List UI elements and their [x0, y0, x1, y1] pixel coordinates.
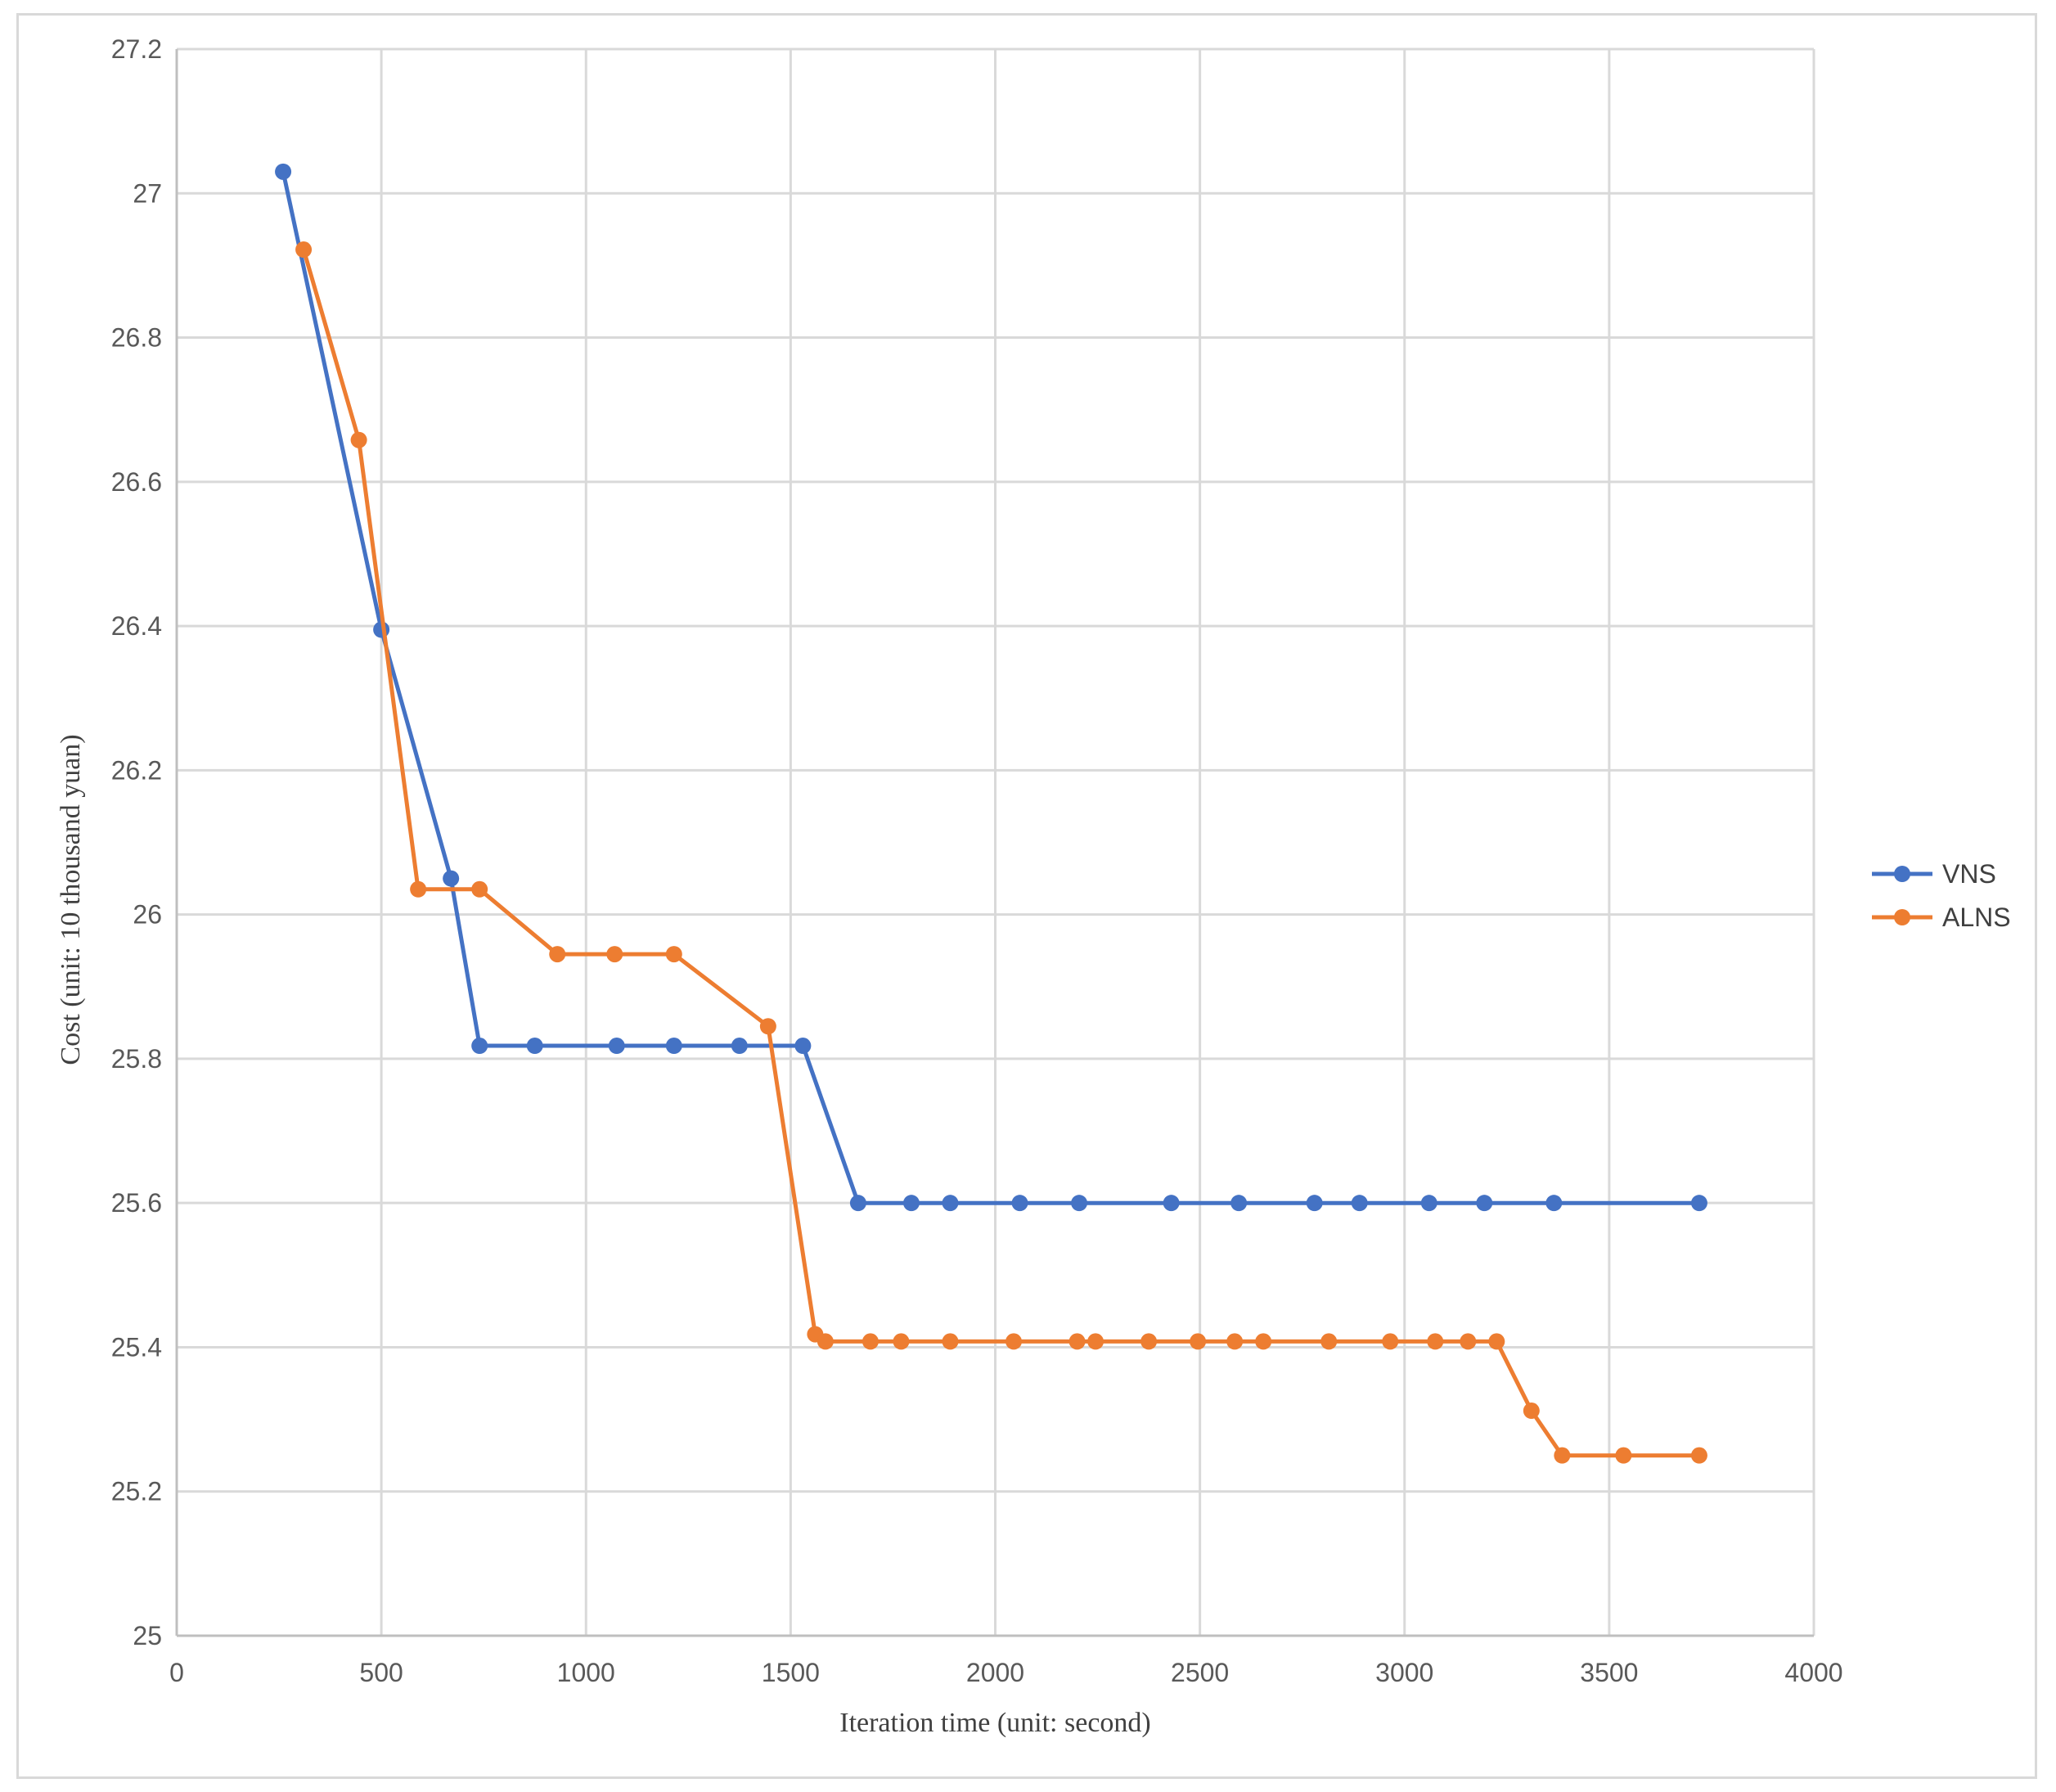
- tick-labels: 25 25.2 25.4 25.6 25.8 26 26.2 26.4 26.6 26.8 27 27…: [111, 34, 1843, 1687]
- data-point-alns: [1523, 1403, 1540, 1420]
- y-tick-label: 25.4: [111, 1332, 162, 1362]
- y-tick-label: 27.2: [111, 34, 162, 64]
- legend-marker-vns: [1894, 866, 1910, 882]
- series-vns: [275, 163, 1707, 1212]
- x-tick-label: 3500: [1580, 1658, 1638, 1687]
- data-point-alns: [759, 1018, 776, 1035]
- data-point-alns: [1615, 1447, 1632, 1464]
- data-point-vns: [526, 1038, 543, 1055]
- data-point-alns: [942, 1333, 959, 1350]
- data-point-alns: [295, 241, 313, 259]
- data-point-vns: [471, 1038, 488, 1055]
- data-point-alns: [1690, 1447, 1707, 1464]
- data-point-vns: [608, 1038, 625, 1055]
- y-tick-label: 25.2: [111, 1477, 162, 1506]
- data-point-alns: [1427, 1333, 1444, 1350]
- data-point-vns: [902, 1195, 920, 1212]
- x-tick-label: 2500: [1171, 1658, 1229, 1687]
- x-tick-label: 0: [169, 1658, 184, 1687]
- x-tick-label: 1500: [762, 1658, 820, 1687]
- data-point-vns: [1163, 1195, 1180, 1212]
- data-point-vns: [443, 870, 460, 887]
- x-tick-label: 500: [359, 1658, 403, 1687]
- data-point-vns: [1230, 1195, 1248, 1212]
- data-point-alns: [1226, 1333, 1244, 1350]
- data-point-alns: [862, 1333, 879, 1350]
- data-point-alns: [1087, 1333, 1104, 1350]
- legend-label-vns: VNS: [1942, 859, 1996, 889]
- x-tick-label: 3000: [1375, 1658, 1433, 1687]
- grid-lines: [177, 47, 1815, 1636]
- data-point-alns: [1006, 1333, 1023, 1350]
- chart-frame: [16, 13, 2037, 1779]
- data-point-alns: [350, 431, 367, 448]
- x-tick-label: 4000: [1784, 1658, 1842, 1687]
- legend: VNS ALNS: [1872, 859, 2011, 932]
- data-point-vns: [1476, 1195, 1493, 1212]
- data-point-alns: [893, 1333, 910, 1350]
- data-point-alns: [1190, 1333, 1207, 1350]
- y-tick-label: 25.8: [111, 1044, 162, 1074]
- y-tick-label: 26.6: [111, 467, 162, 497]
- data-point-vns: [665, 1038, 682, 1055]
- data-point-alns: [549, 946, 566, 963]
- data-point-alns: [1255, 1333, 1272, 1350]
- series-line-vns: [281, 171, 1699, 1205]
- data-point-alns: [817, 1333, 834, 1350]
- data-point-alns: [606, 946, 623, 963]
- data-point-alns: [1488, 1333, 1505, 1350]
- data-point-vns: [1011, 1195, 1028, 1212]
- x-axis-title: Iteration time (unit: second): [839, 1708, 1151, 1738]
- data-point-vns: [942, 1195, 959, 1212]
- data-point-vns: [1420, 1195, 1437, 1212]
- data-point-vns: [1306, 1195, 1323, 1212]
- data-point-vns: [1690, 1195, 1707, 1212]
- legend-marker-alns: [1894, 909, 1910, 925]
- y-tick-label: 26.4: [111, 611, 162, 641]
- series: [275, 163, 1707, 1464]
- y-tick-label: 26.8: [111, 323, 162, 353]
- data-point-vns: [275, 163, 292, 180]
- y-tick-label: 26: [133, 900, 162, 930]
- data-point-alns: [1140, 1333, 1158, 1350]
- x-tick-label: 1000: [557, 1658, 615, 1687]
- data-point-vns: [1071, 1195, 1088, 1212]
- series-alns: [295, 241, 1707, 1464]
- data-point-alns: [410, 880, 427, 898]
- data-point-vns: [1351, 1195, 1368, 1212]
- y-tick-label: 25.6: [111, 1188, 162, 1218]
- data-point-vns: [1545, 1195, 1563, 1212]
- data-point-alns: [471, 880, 488, 898]
- axes: [175, 49, 1814, 1637]
- data-point-alns: [1554, 1447, 1571, 1464]
- series-line-alns: [301, 249, 1699, 1458]
- data-point-alns: [1382, 1333, 1399, 1350]
- data-point-vns: [731, 1038, 748, 1055]
- y-tick-label: 26.2: [111, 755, 162, 785]
- legend-label-alns: ALNS: [1942, 903, 2011, 932]
- y-axis-title: Cost (unit: 10 thousand yuan): [56, 734, 86, 1065]
- x-tick-label: 2000: [966, 1658, 1024, 1687]
- y-tick-label: 27: [133, 178, 162, 208]
- y-tick-label: 25: [133, 1621, 162, 1650]
- data-point-alns: [665, 946, 682, 963]
- data-point-alns: [1320, 1333, 1338, 1350]
- data-point-vns: [849, 1195, 866, 1212]
- data-point-alns: [1460, 1333, 1477, 1350]
- data-point-alns: [1068, 1333, 1086, 1350]
- data-point-vns: [794, 1038, 812, 1055]
